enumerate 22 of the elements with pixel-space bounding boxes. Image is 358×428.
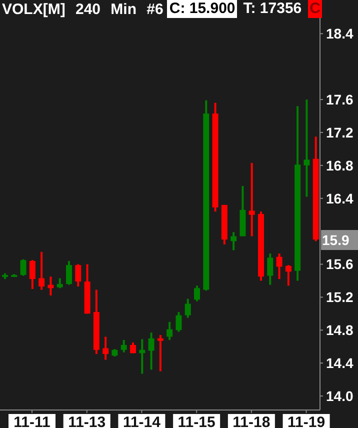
text: C: 15.900 [167, 0, 238, 18]
y-tick-label: 15.2 [326, 289, 354, 306]
x-tick-label: 11-15 [178, 414, 216, 428]
y-tick-label: 16.8 [326, 157, 354, 174]
y-tick-label: 14.8 [326, 322, 354, 338]
x-tick-label: 11-18 [232, 414, 270, 428]
x-tick-label: 11-19 [288, 414, 326, 428]
x-tick-label: 11-11 [14, 414, 50, 428]
y-tick-label: 14.0 [326, 388, 354, 404]
y-tick-label: 17.2 [326, 124, 354, 140]
text: 15.9 [321, 230, 358, 250]
y-tick-label: 17.6 [326, 92, 354, 108]
x-tick-label: 11-13 [68, 414, 106, 428]
y-tick-label: 16.4 [326, 190, 354, 206]
y-tick-label: 18.4 [326, 26, 354, 42]
y-tick-label: 15.6 [326, 256, 354, 272]
text: T: 17356 [242, 0, 303, 18]
x-tick-label: 11-14 [122, 414, 162, 428]
chart-title: VOLX[M] 240 Min #6 [2, 0, 164, 18]
text: C [308, 0, 322, 18]
y-tick-label: 14.4 [326, 355, 354, 372]
candlestick [157, 335, 164, 372]
